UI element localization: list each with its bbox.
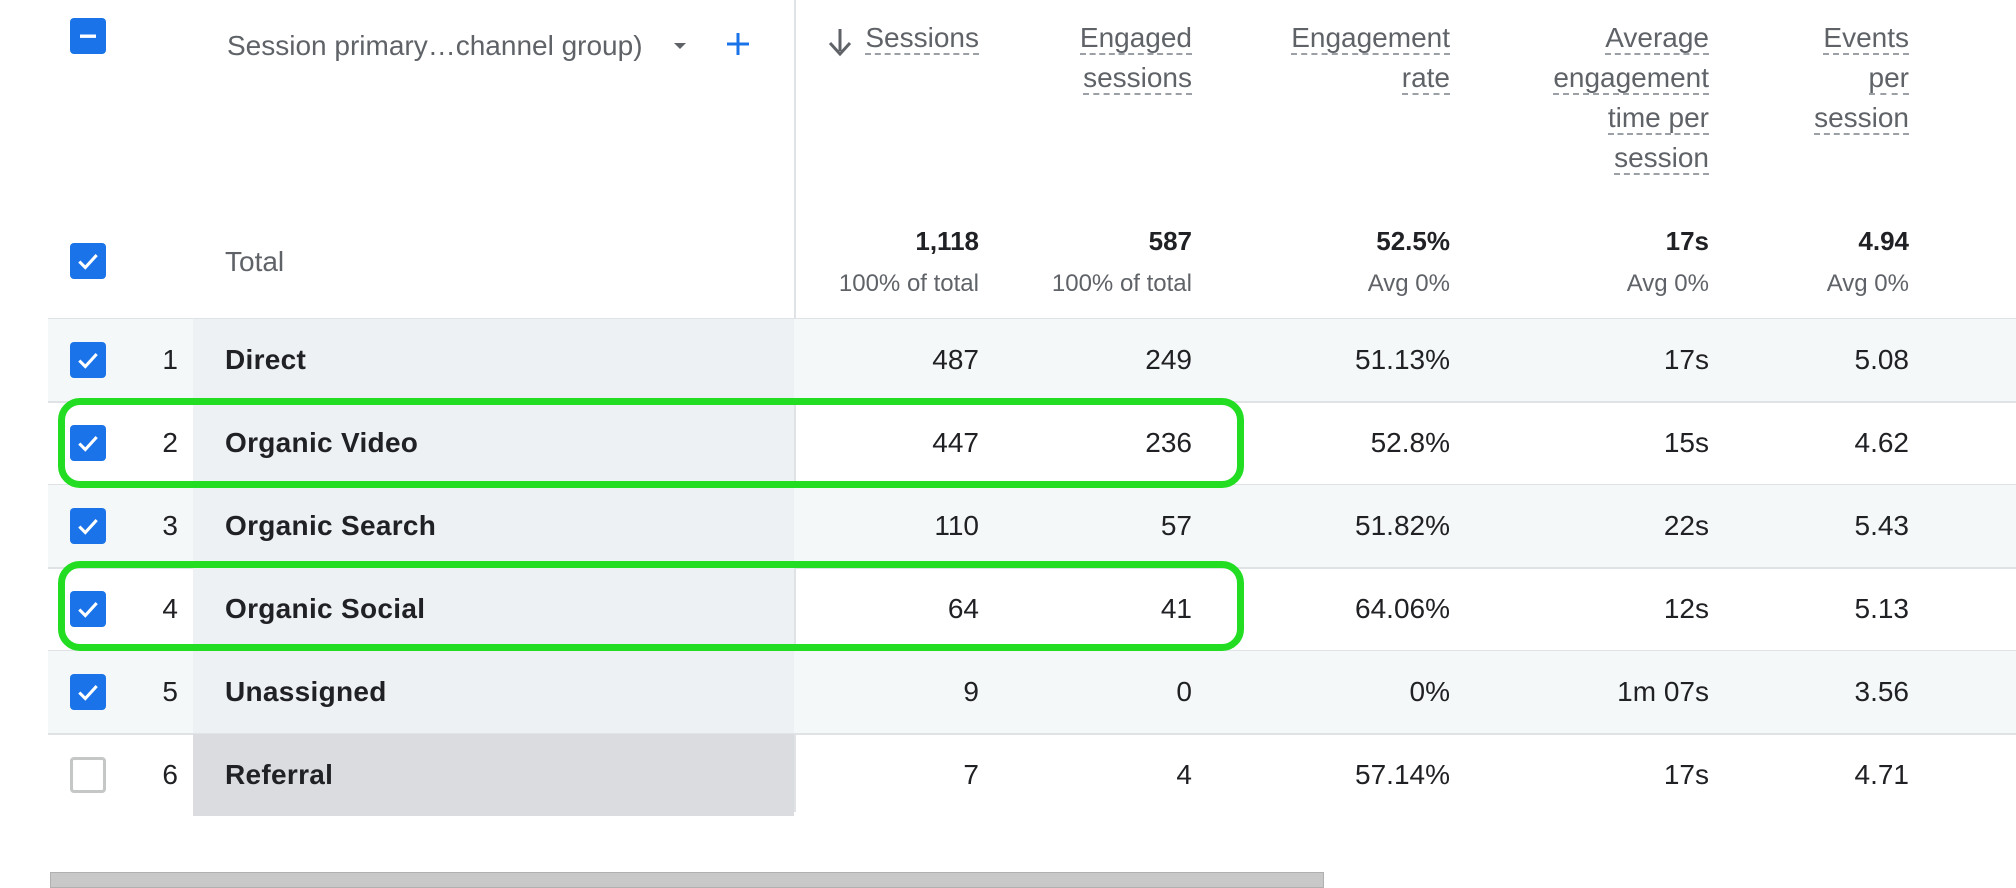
cell-average-engagement-time: 17s	[1663, 344, 1709, 375]
table-row[interactable]: 1 Direct 487 249 51.13% 17s 5.08	[48, 319, 2016, 401]
row-checkbox[interactable]	[70, 757, 106, 793]
row-channel-name[interactable]: Referral	[225, 759, 334, 790]
row-checkbox[interactable]	[70, 674, 106, 710]
row-channel-name[interactable]: Organic Search	[225, 510, 437, 541]
dimension-header-label[interactable]: Session primary…channel group)	[227, 30, 643, 61]
total-average-engagement-time-sub: Avg 0%	[1626, 270, 1709, 297]
total-engaged-sessions: 587	[1148, 226, 1192, 256]
table-row[interactable]: 3 Organic Search 110 57 51.82% 22s 5.43	[48, 485, 2016, 567]
total-events-per-session: 4.94	[1858, 226, 1909, 256]
row-checkbox[interactable]	[70, 425, 106, 461]
table-row[interactable]: 2 Organic Video 447 236 52.8% 15s 4.62	[48, 402, 2016, 484]
highlight-box-organic-video	[58, 398, 1244, 488]
row-name-cell	[193, 402, 794, 484]
total-checkbox[interactable]	[70, 243, 106, 279]
row-name-cell	[193, 651, 794, 733]
cell-average-engagement-time: 1m 07s	[1617, 676, 1709, 707]
cell-sessions: 447	[932, 427, 979, 458]
minus-checkbox-icon	[80, 34, 96, 38]
check-icon	[78, 685, 98, 701]
cell-engaged-sessions: 249	[1145, 344, 1192, 375]
row-channel-name[interactable]: Organic Social	[225, 593, 426, 624]
cell-events-per-session: 5.08	[1854, 344, 1910, 375]
cell-engagement-rate: 51.82%	[1355, 510, 1450, 541]
plus-icon[interactable]	[722, 28, 754, 60]
cell-sessions: 110	[934, 510, 979, 541]
table-row[interactable]: 5 Unassigned 9 0 0% 1m 07s 3.56	[48, 651, 2016, 733]
row-name-cell	[193, 319, 794, 401]
total-engagement-rate: 52.5%	[1376, 226, 1450, 256]
cell-engaged-sessions: 4	[1176, 759, 1192, 790]
cell-engaged-sessions: 41	[1160, 593, 1192, 624]
cell-sessions: 487	[932, 344, 979, 375]
row-channel-name[interactable]: Organic Video	[225, 427, 419, 458]
arrow-down-icon[interactable]	[826, 26, 854, 58]
header-sessions[interactable]: Sessions	[865, 22, 979, 55]
cell-engagement-rate: 57.14%	[1355, 759, 1450, 790]
total-events-per-session-sub: Avg 0%	[1826, 270, 1909, 297]
row-name-cell	[193, 568, 794, 650]
cell-engaged-sessions: 0	[1176, 676, 1192, 707]
cell-engaged-sessions: 57	[1160, 510, 1192, 541]
row-number: 6	[162, 759, 178, 790]
row-number: 3	[162, 510, 178, 541]
row-channel-name[interactable]: Direct	[225, 344, 307, 375]
horizontal-scrollbar[interactable]	[50, 872, 1324, 888]
check-icon	[78, 254, 98, 270]
cell-sessions: 9	[963, 676, 979, 707]
total-average-engagement-time: 17s	[1665, 226, 1709, 256]
row-divider	[48, 733, 2016, 735]
cell-sessions: 7	[963, 759, 979, 790]
row-number: 2	[162, 427, 178, 458]
total-engaged-sessions-sub: 100% of total	[1051, 270, 1192, 297]
highlight-box-organic-social	[58, 561, 1244, 651]
header-average-engagement-time[interactable]: Average engagement time per session	[1553, 22, 1709, 175]
check-icon	[78, 436, 98, 452]
header-engagement-rate[interactable]: Engagement rate	[1291, 22, 1450, 95]
cell-events-per-session: 4.62	[1854, 427, 1910, 458]
header-engaged-sessions[interactable]: Engaged sessions	[1079, 22, 1192, 95]
row-name-cell	[193, 734, 794, 816]
cell-events-per-session: 5.13	[1854, 593, 1910, 624]
total-label: Total	[225, 246, 285, 277]
select-all-checkbox[interactable]	[70, 18, 106, 54]
table-row[interactable]: 4 Organic Social 64 41 64.06% 12s 5.13	[48, 568, 2016, 650]
cell-events-per-session: 5.43	[1854, 510, 1910, 541]
row-checkbox[interactable]	[70, 591, 106, 627]
cell-engagement-rate: 0%	[1409, 676, 1450, 707]
header-events-per-session[interactable]: Events per session	[1814, 22, 1909, 135]
cell-engaged-sessions: 236	[1145, 427, 1192, 458]
row-name-cell	[193, 485, 794, 567]
check-icon	[78, 602, 98, 618]
caret-down-icon[interactable]	[670, 36, 690, 56]
row-number: 4	[162, 593, 178, 624]
row-divider	[48, 567, 2016, 569]
row-number: 5	[162, 676, 178, 707]
cell-engagement-rate: 64.06%	[1355, 593, 1450, 624]
check-icon	[78, 519, 98, 535]
cell-average-engagement-time: 22s	[1663, 510, 1709, 541]
cell-engagement-rate: 51.13%	[1355, 344, 1450, 375]
cell-average-engagement-time: 17s	[1663, 759, 1709, 790]
row-checkbox[interactable]	[70, 342, 106, 378]
total-sessions: 1,118	[915, 226, 979, 256]
table-row[interactable]: 6 Referral 7 4 57.14% 17s 4.71	[48, 734, 2016, 816]
row-checkbox[interactable]	[70, 508, 106, 544]
row-number: 1	[162, 344, 178, 375]
cell-engagement-rate: 52.8%	[1370, 427, 1450, 458]
total-engagement-rate-sub: Avg 0%	[1367, 270, 1450, 297]
cell-average-engagement-time: 15s	[1663, 427, 1709, 458]
row-channel-name[interactable]: Unassigned	[225, 676, 387, 707]
cell-average-engagement-time: 12s	[1663, 593, 1709, 624]
cell-events-per-session: 4.71	[1854, 759, 1910, 790]
cell-sessions: 64	[947, 593, 979, 624]
total-sessions-sub: 100% of total	[838, 270, 979, 297]
cell-events-per-session: 3.56	[1854, 676, 1910, 707]
column-divider	[794, 0, 796, 812]
check-icon	[78, 353, 98, 369]
